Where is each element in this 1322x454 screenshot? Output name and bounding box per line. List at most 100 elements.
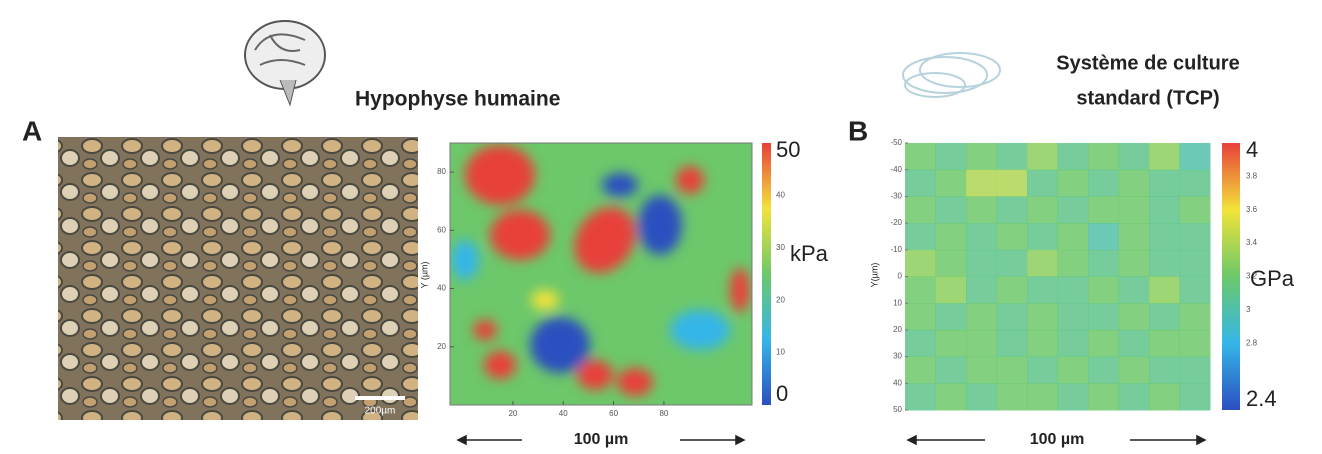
colorbar-tick-label: 3.2: [1246, 272, 1258, 281]
panel-b-title: standard (TCP): [1076, 87, 1219, 109]
heatmap-cell: [1119, 143, 1150, 170]
panel-a-label: A: [22, 115, 42, 146]
heatmap-cell: [1058, 170, 1089, 197]
y-tick-label: 30: [893, 352, 902, 361]
heatmap-cell: [905, 196, 936, 223]
heatmap-cell: [997, 196, 1028, 223]
heatmap-cell: [997, 170, 1028, 197]
distance-arrows: [458, 436, 1205, 444]
heatmap-cell: [1119, 223, 1150, 250]
heatmap-cell: [997, 383, 1028, 410]
heatmap-cell: [1027, 383, 1058, 410]
y-tick-label: 80: [437, 167, 446, 176]
colorbar-tick-label: 2.8: [1246, 338, 1258, 347]
heatmap-cell: [1027, 303, 1058, 330]
heatmap-cell: [1149, 170, 1180, 197]
heatmap-cell: [1180, 196, 1211, 223]
map-b-y-label: Y(µm): [869, 263, 879, 288]
colorbar-a: [762, 143, 771, 405]
colorbar-tick-label: 0: [776, 381, 788, 406]
heatmap-cell: [905, 250, 936, 277]
heatmap-cell: [1180, 383, 1211, 410]
y-tick-label: 60: [437, 225, 446, 234]
heatmap-cell: [1149, 383, 1180, 410]
petri-dish-icon: [903, 53, 1000, 97]
panel-b-title: Système de culture: [1056, 52, 1239, 74]
heatmap-cell: [1180, 330, 1211, 357]
heatmap-cell: [936, 303, 967, 330]
heatmap-cell: [1027, 223, 1058, 250]
heatmap-cell: [997, 250, 1028, 277]
heatmap-cell: [966, 383, 997, 410]
y-tick-label: 0: [898, 272, 903, 281]
heatmap-cell: [1180, 170, 1211, 197]
heatmap-cell: [1088, 250, 1119, 277]
heatmap-cell: [1180, 277, 1211, 304]
heatmap-cell: [1027, 330, 1058, 357]
heatmap-cell: [997, 330, 1028, 357]
heatmap-cell: [1180, 303, 1211, 330]
heatmap-cell: [936, 143, 967, 170]
heatmap-cell: [1088, 383, 1119, 410]
heatmap-cell: [966, 277, 997, 304]
heatmap-cell: [1119, 250, 1150, 277]
heatmap-cell: [1027, 250, 1058, 277]
y-tick-label: 10: [893, 298, 902, 307]
heatmap-cell: [966, 357, 997, 384]
heatmap-cell: [1149, 250, 1180, 277]
heatmap-cell: [1149, 277, 1180, 304]
y-tick-label: 40: [893, 378, 902, 387]
heatmap-cell: [1058, 143, 1089, 170]
y-tick-label: -30: [890, 192, 902, 201]
heatmap-cell: [1119, 357, 1150, 384]
colorbar-tick-label: 10: [776, 348, 785, 357]
heatmap-cell: [1058, 330, 1089, 357]
map-a-y-label: Y (µm): [419, 261, 429, 288]
colorbar-a-unit: kPa: [790, 241, 829, 266]
heatmap-cell: [966, 250, 997, 277]
heatmap-cell: [1058, 196, 1089, 223]
heatmap-cell: [1058, 303, 1089, 330]
heatmap-cell: [1088, 277, 1119, 304]
heatmap-cell: [1119, 330, 1150, 357]
heatmap-cell: [936, 277, 967, 304]
heatmap-cell: [905, 357, 936, 384]
y-tick-label: 20: [437, 342, 446, 351]
heatmap-cell: [1180, 250, 1211, 277]
heatmap-cell: [966, 170, 997, 197]
colorbar-tick-label: 40: [776, 191, 785, 200]
heatmap-cell: [936, 330, 967, 357]
y-tick-label: -10: [890, 245, 902, 254]
heatmap-cell: [1088, 357, 1119, 384]
colorbar-tick-label: 4: [1246, 137, 1258, 162]
colorbar-tick-label: 3: [1246, 305, 1251, 314]
brain-icon: [245, 21, 325, 105]
colorbar-tick-label: 50: [776, 137, 800, 162]
heatmap-cell: [936, 357, 967, 384]
heatmap-cell: [1149, 196, 1180, 223]
heatmap-cell: [936, 223, 967, 250]
heatmap-cell: [936, 383, 967, 410]
heatmap-cell: [936, 170, 967, 197]
heatmap-cell: [1027, 143, 1058, 170]
heatmap-cell: [966, 330, 997, 357]
page: Hypophyse humaine A 200µm Y (µm) kPa: [0, 0, 1322, 454]
heatmap-cell: [1149, 357, 1180, 384]
panel-a-title: Hypophyse humaine: [355, 88, 560, 111]
colorbar-tick-label: 3.4: [1246, 238, 1258, 247]
heatmap-cell: [1149, 330, 1180, 357]
heatmap-cell: [905, 223, 936, 250]
heatmap-cell: [1180, 143, 1211, 170]
y-tick-label: -50: [890, 138, 902, 147]
heatmap-cell: [905, 303, 936, 330]
heatmap-cell: [997, 143, 1028, 170]
colorbar-b: [1222, 143, 1240, 410]
heatmap-cell: [1027, 277, 1058, 304]
colorbar-tick-label: 20: [776, 295, 785, 304]
heatmap-cell: [966, 196, 997, 223]
stiffness-map-a: [450, 143, 752, 405]
heatmap-cell: [905, 170, 936, 197]
heatmap-cell: [1058, 277, 1089, 304]
heatmap-cell: [1027, 170, 1058, 197]
x-tick-label: 40: [559, 409, 568, 418]
